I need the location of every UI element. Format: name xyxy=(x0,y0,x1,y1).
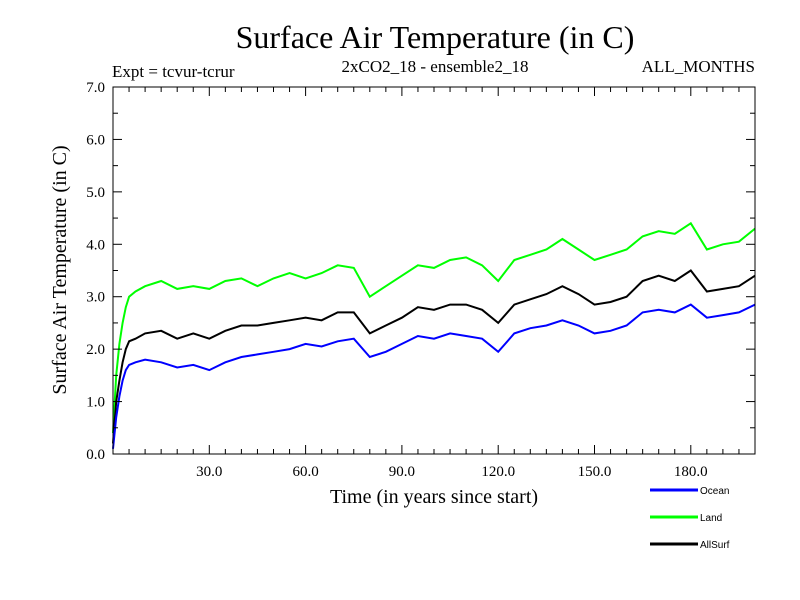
x-tick-label: 60.0 xyxy=(292,464,318,480)
experiment-label: Expt = tcvur-tcrur xyxy=(112,62,235,81)
series-line-allsurf xyxy=(112,269,756,444)
x-tick-label: 150.0 xyxy=(578,464,612,480)
ensemble-label: 2xCO2_18 - ensemble2_18 xyxy=(342,57,529,76)
y-tick-label: 5.0 xyxy=(86,185,105,201)
series-layer xyxy=(112,221,756,449)
y-tick-label: 4.0 xyxy=(86,237,105,253)
x-tick-label: 30.0 xyxy=(196,464,222,480)
months-label: ALL_MONTHS xyxy=(642,57,755,76)
y-axis-label: Surface Air Temperature (in C) xyxy=(49,145,71,394)
legend-label-land: Land xyxy=(700,513,722,524)
series-line-ocean xyxy=(112,303,756,449)
y-tick-label: 3.0 xyxy=(86,290,105,306)
x-tick-label: 180.0 xyxy=(674,464,708,480)
x-tick-label: 90.0 xyxy=(389,464,415,480)
plot-frame xyxy=(112,86,756,455)
legend-label-allsurf: AllSurf xyxy=(700,540,730,551)
x-axis-label: Time (in years since start) xyxy=(330,486,538,508)
y-tick-label: 1.0 xyxy=(86,395,105,411)
legend-label-ocean: Ocean xyxy=(700,486,729,497)
legend: Ocean Land AllSurf xyxy=(650,486,730,551)
series-line-land xyxy=(112,221,756,434)
y-tick-label: 0.0 xyxy=(86,447,105,463)
chart-title: Surface Air Temperature (in C) xyxy=(236,19,635,55)
y-tick-label: 7.0 xyxy=(86,80,105,96)
x-tick-label: 120.0 xyxy=(481,464,515,480)
y-tick-label: 6.0 xyxy=(86,132,105,148)
ticks-layer: 0.0 1.0 2.0 3.0 4.0 5.0 6.0 7.0 30.0 60.0 90.0 120.… xyxy=(86,80,755,480)
y-tick-label: 2.0 xyxy=(86,342,105,358)
